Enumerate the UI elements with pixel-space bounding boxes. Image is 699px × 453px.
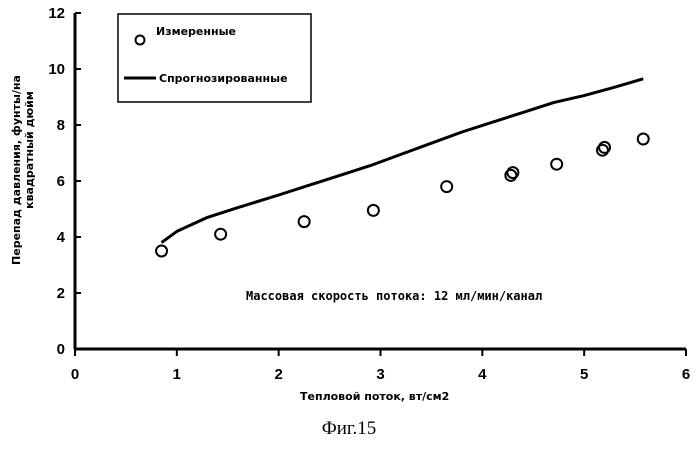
x-tick-label: 0 <box>71 366 79 383</box>
measured-data-point <box>441 181 452 192</box>
series-layer <box>156 79 649 257</box>
measured-data-point <box>599 142 610 153</box>
x-tick-label: 2 <box>274 366 282 383</box>
y-tick-label: 0 <box>57 341 65 358</box>
y-axis-title: Перепад давления, фунты/на квадратный дю… <box>10 75 36 265</box>
x-tick-label: 1 <box>173 366 181 383</box>
y-tick-label: 12 <box>48 5 65 22</box>
measured-data-point <box>299 216 310 227</box>
measured-data-point <box>507 167 518 178</box>
measured-data-point <box>368 205 379 216</box>
y-axis-title-line-2: квадратный дюйм <box>23 91 36 209</box>
x-axis-title: Тепловой поток, вт/см2 <box>300 390 449 403</box>
x-tick-label: 5 <box>580 366 588 383</box>
measured-data-point <box>156 246 167 257</box>
y-tick-label: 10 <box>48 61 65 78</box>
y-tick-label: 8 <box>57 117 65 134</box>
legend: Измеренные Спрогнозированные <box>118 14 311 102</box>
legend-label-measured: Измеренные <box>156 25 236 38</box>
measured-data-point <box>215 229 226 240</box>
x-tick-label: 3 <box>376 366 384 383</box>
y-axis-title-line-1: Перепад давления, фунты/на <box>10 75 23 265</box>
predicted-series-line <box>162 79 644 243</box>
y-tick-label: 2 <box>57 285 65 302</box>
y-tick-label: 6 <box>57 173 65 190</box>
flow-rate-annotation: Массовая скорость потока: 12 мл/мин/кана… <box>246 289 542 303</box>
measured-data-point <box>638 134 649 145</box>
y-tick-label: 4 <box>57 229 66 246</box>
figure-caption: Фиг.15 <box>322 418 377 439</box>
legend-label-predicted: Спрогнозированные <box>159 72 288 85</box>
measured-data-point <box>551 159 562 170</box>
x-tick-label: 4 <box>478 366 487 383</box>
x-tick-label: 6 <box>682 366 690 383</box>
